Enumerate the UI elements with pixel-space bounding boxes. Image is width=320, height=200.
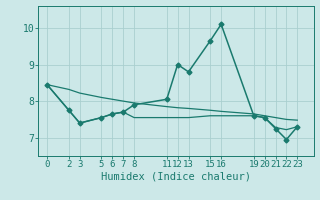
X-axis label: Humidex (Indice chaleur): Humidex (Indice chaleur) [101, 172, 251, 182]
